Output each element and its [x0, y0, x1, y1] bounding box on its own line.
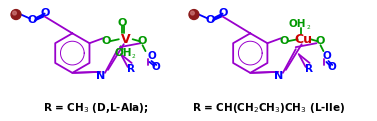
Text: R = CH(CH$_2$CH$_3$)CH$_3$ (L-Ile): R = CH(CH$_2$CH$_3$)CH$_3$ (L-Ile): [192, 101, 346, 115]
Text: $_2$: $_2$: [131, 52, 136, 60]
Circle shape: [13, 11, 16, 15]
Text: O: O: [27, 15, 37, 25]
Text: O: O: [117, 18, 126, 28]
Text: R: R: [127, 64, 135, 74]
Text: O: O: [151, 62, 160, 72]
Text: $_2$: $_2$: [306, 23, 311, 32]
Text: N: N: [97, 71, 106, 81]
Text: OH: OH: [114, 48, 132, 58]
Text: O: O: [147, 51, 156, 61]
Text: O: O: [279, 36, 288, 46]
Text: V: V: [121, 33, 130, 46]
Circle shape: [11, 10, 21, 19]
Text: Cu: Cu: [295, 33, 313, 46]
Text: OH: OH: [289, 19, 307, 29]
Text: R = CH$_3$ (D,L-Ala);: R = CH$_3$ (D,L-Ala);: [43, 101, 149, 115]
Circle shape: [189, 10, 199, 19]
Text: N: N: [274, 71, 284, 81]
Text: O: O: [322, 51, 331, 61]
Text: O: O: [328, 62, 337, 72]
Text: O: O: [101, 36, 110, 46]
Text: O: O: [41, 8, 51, 18]
Text: O: O: [138, 36, 147, 46]
Text: O: O: [316, 36, 325, 46]
Text: O: O: [205, 15, 215, 25]
Circle shape: [191, 11, 194, 15]
Text: R: R: [305, 64, 313, 74]
Text: O: O: [219, 8, 228, 18]
